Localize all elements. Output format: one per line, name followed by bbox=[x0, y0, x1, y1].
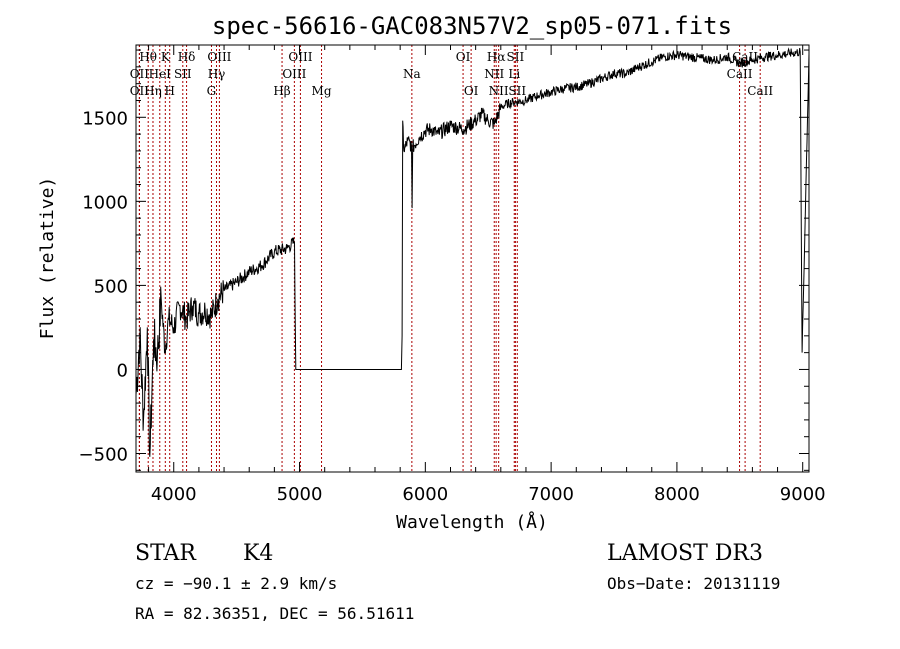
spectral-line-labels: OIIOIIHθHηHeIKHSIIHδGHγOIIIHβOIIIOIIIMgN… bbox=[130, 50, 774, 98]
line-label-6: H bbox=[164, 84, 174, 98]
x-tick-label: 7000 bbox=[528, 484, 574, 505]
x-tick-label: 4000 bbox=[151, 484, 197, 505]
line-label-21: NII bbox=[489, 84, 509, 98]
y-axis-ticks: −500 0 500 1000 1500 bbox=[79, 49, 809, 471]
line-label-2: Hθ bbox=[139, 50, 157, 64]
line-label-16: Na bbox=[403, 67, 421, 81]
coordinates: RA = 82.36351, DEC = 56.51611 bbox=[135, 604, 414, 623]
line-label-13: OIII bbox=[282, 67, 306, 81]
y-tick-label: 1000 bbox=[82, 192, 128, 213]
line-label-10: Hγ bbox=[208, 67, 226, 81]
object-class: STAR bbox=[135, 541, 197, 566]
x-tick-label: 5000 bbox=[277, 484, 323, 505]
line-label-12: Hβ bbox=[273, 84, 290, 98]
line-label-14: OIII bbox=[288, 50, 312, 64]
spectrum-line bbox=[135, 47, 810, 457]
line-label-20: Hα bbox=[487, 50, 506, 64]
plot-frame bbox=[135, 44, 810, 473]
line-label-7: SII bbox=[174, 67, 192, 81]
line-label-17: OI bbox=[456, 50, 471, 64]
x-tick-label: 9000 bbox=[780, 484, 826, 505]
radial-velocity: cz = −90.1 ± 2.9 km/s bbox=[135, 574, 337, 593]
line-label-22: Li bbox=[508, 67, 520, 81]
line-label-18: OI bbox=[464, 84, 479, 98]
y-tick-label: 500 bbox=[94, 276, 128, 297]
line-label-11: OIII bbox=[207, 50, 231, 64]
line-label-8: Hδ bbox=[178, 50, 196, 64]
spectral-line-markers bbox=[138, 45, 761, 472]
survey-name: LAMOST DR3 bbox=[607, 541, 763, 566]
line-label-9: G bbox=[207, 84, 217, 98]
line-label-0: OII bbox=[130, 67, 150, 81]
line-label-24: SII bbox=[508, 84, 526, 98]
line-label-25: CaII bbox=[727, 67, 753, 81]
line-label-23: SII bbox=[507, 50, 525, 64]
y-tick-label: 0 bbox=[117, 360, 128, 381]
spectral-subclass: K4 bbox=[243, 541, 273, 566]
line-label-27: CaII bbox=[747, 84, 773, 98]
y-tick-label: −500 bbox=[79, 445, 128, 466]
line-label-3: Hη bbox=[144, 84, 162, 98]
x-axis-label: Wavelength (Å) bbox=[396, 511, 548, 533]
y-axis-label: Flux (relative) bbox=[37, 177, 58, 340]
line-label-5: K bbox=[161, 50, 171, 64]
line-label-1: OII bbox=[130, 84, 150, 98]
y-tick-label: 1500 bbox=[82, 108, 128, 129]
line-label-19: NII bbox=[484, 67, 504, 81]
observation-date: Obs−Date: 20131119 bbox=[607, 574, 780, 593]
line-label-4: HeI bbox=[149, 67, 172, 81]
line-label-15: Mg bbox=[312, 84, 332, 98]
x-tick-label: 8000 bbox=[654, 484, 700, 505]
x-tick-label: 6000 bbox=[402, 484, 448, 505]
x-axis-ticks: 4000 5000 6000 7000 8000 9000 bbox=[148, 45, 826, 505]
chart-title: spec-56616-GAC083N57V2_sp05-071.fits bbox=[212, 12, 732, 40]
